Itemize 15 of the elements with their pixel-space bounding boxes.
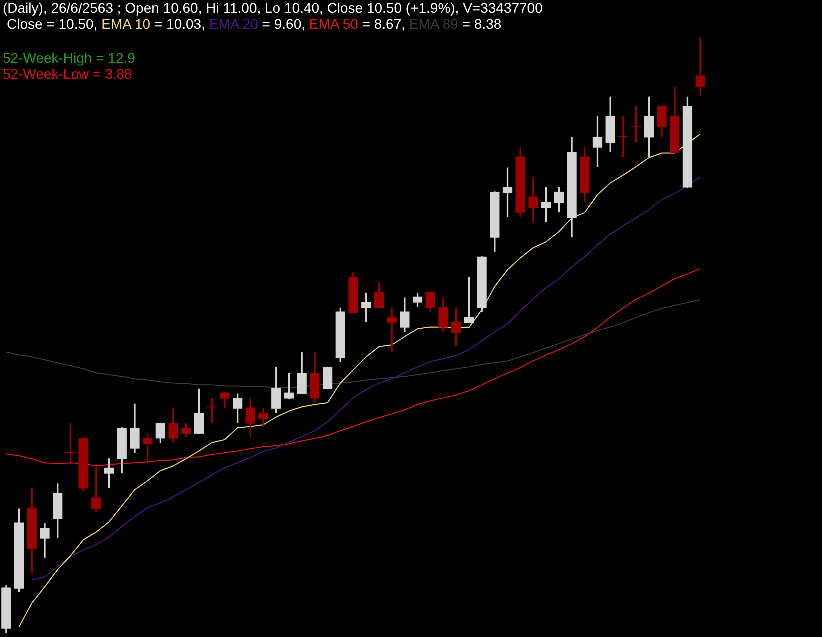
candlestick — [696, 37, 706, 96]
chart-subtitle: Close = 10.50, — [7, 16, 98, 32]
text: EMA 50 — [309, 16, 358, 32]
text: = 8.67, — [362, 16, 406, 32]
text: = 9.60, — [262, 16, 306, 32]
chart-title: (Daily), 26/6/2563 ; Open 10.60, Hi 11.00, Lo 10.40, Close 10.50 (+1.9%), V=33437700 — [3, 0, 543, 16]
candlestick — [618, 116, 628, 158]
annotation: 52-Week-Low = 3.88 — [3, 66, 132, 82]
text: EMA 20 — [209, 16, 258, 32]
text: EMA 10 — [102, 16, 151, 32]
text: EMA 89 — [409, 16, 458, 32]
candlestick — [387, 308, 397, 353]
text: = 10.03, — [154, 16, 206, 32]
text: = 8.38 — [462, 16, 502, 32]
annotation: 52-Week-High = 12.9 — [3, 50, 136, 66]
